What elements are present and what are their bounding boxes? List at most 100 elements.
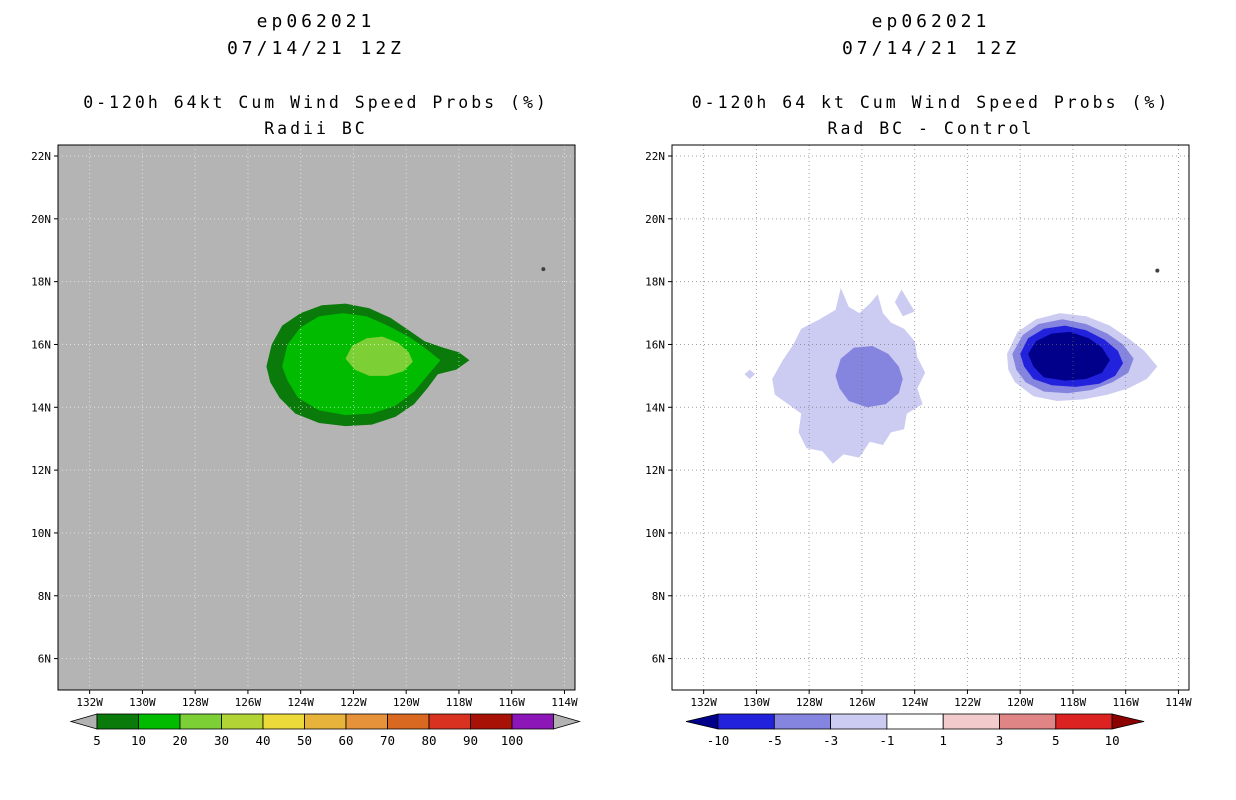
lon-tick-label: 132W <box>690 696 717 709</box>
colorbar-label: -1 <box>879 733 894 748</box>
colorbar-cell <box>942 713 1000 730</box>
lat-tick-label: 22N <box>31 150 51 163</box>
lat-tick-label: 16N <box>31 338 51 351</box>
island-marker <box>541 267 546 272</box>
lat-tick-label: 6N <box>652 653 665 666</box>
lon-tick-label: 126W <box>849 696 876 709</box>
lon-tick-label: 114W <box>1165 696 1192 709</box>
colorbar-label: 10 <box>1105 733 1120 748</box>
colorbar-label: 20 <box>172 733 187 748</box>
colorbar-label: 50 <box>297 733 312 748</box>
left-storm-id: ep062021 <box>256 11 376 32</box>
colorbar-label: 90 <box>463 733 478 748</box>
map-border <box>57 144 576 691</box>
colorbar-cell <box>1055 713 1113 730</box>
left-header-gap <box>36 62 596 90</box>
colorbar-label: 1 <box>939 733 947 748</box>
lat-tick-label: 20N <box>31 213 51 226</box>
right-header-gap <box>651 62 1211 90</box>
lon-tick-label: 130W <box>743 696 770 709</box>
colorbar-label: 3 <box>996 733 1004 748</box>
colorbar-cell <box>345 713 388 730</box>
lon-tick-label: 120W <box>393 696 420 709</box>
lat-tick-label: 22N <box>645 150 665 163</box>
lon-tick-label: 120W <box>1007 696 1034 709</box>
lat-tick-label: 18N <box>645 276 665 289</box>
right-panel-header: ep062021 07/14/21 12Z 0-120h 64 kt Cum W… <box>651 8 1211 142</box>
lon-tick-label: 122W <box>954 696 981 709</box>
probability-colorbar: 5 10 20 30 40 50 60 70 80 90 100 <box>69 713 581 748</box>
left-panel-header: ep062021 07/14/21 12Z 0-120h 64kt Cum Wi… <box>36 8 596 142</box>
colorbar-cell <box>262 713 305 730</box>
contour-region->=20% <box>345 336 413 376</box>
difference-colorbar: -10 -5 -3 -1 1 3 5 10 <box>685 713 1145 748</box>
contour-region-<=-1 <box>744 369 756 379</box>
colorbar-cell <box>470 713 513 730</box>
lat-tick-label: 8N <box>38 590 51 603</box>
lon-tick-label: 118W <box>1060 696 1087 709</box>
colorbar-cell <box>304 713 347 730</box>
map-border <box>671 144 1190 691</box>
lon-tick-label: 116W <box>1112 696 1139 709</box>
colorbar-cell <box>221 713 264 730</box>
left-init-datetime: 07/14/21 12Z <box>226 38 406 59</box>
lat-tick-label: 18N <box>31 276 51 289</box>
radii-bc-probability-map: 132W 130W 128W 126W 124W 122W 120W 118W 116W 114W… <box>31 144 578 709</box>
colorbar-cell <box>773 713 832 730</box>
lon-tick-label: 128W <box>182 696 209 709</box>
lat-tick-label: 16N <box>645 338 665 351</box>
colorbar-cell <box>999 713 1057 730</box>
lon-tick-label: 132W <box>76 696 103 709</box>
colorbar-cell <box>387 713 430 730</box>
colorbar-label: 70 <box>380 733 395 748</box>
lat-tick-label: 12N <box>31 464 51 477</box>
lon-tick-label: 118W <box>446 696 473 709</box>
lon-tick-label: 130W <box>129 696 156 709</box>
colorbar-arrow-right <box>553 713 581 730</box>
colorbar-label: 60 <box>338 733 353 748</box>
left-experiment-label: Radii BC <box>264 119 368 138</box>
colorbar-label: 5 <box>93 733 101 748</box>
colorbar-cell <box>511 713 554 730</box>
colorbar-label: 5 <box>1052 733 1060 748</box>
rad-bc-minus-control-difference-map: 132W 130W 128W 126W 124W 122W 120W 118W 116W 114W… <box>645 144 1192 709</box>
colorbar-arrow-left <box>69 713 98 730</box>
colorbar-label: -5 <box>767 733 782 748</box>
colorbar-cell <box>886 713 944 730</box>
map-background <box>672 145 1189 690</box>
lat-tick-label: 6N <box>38 653 51 666</box>
colorbar-arrow-left <box>685 713 719 730</box>
colorbar-label: 30 <box>214 733 229 748</box>
left-product-title: 0-120h 64kt Cum Wind Speed Probs (%) <box>83 93 549 112</box>
colorbar-label: -3 <box>823 733 838 748</box>
lat-tick-label: 14N <box>645 401 665 414</box>
lat-tick-label: 20N <box>645 213 665 226</box>
lon-tick-label: 124W <box>901 696 928 709</box>
right-storm-id: ep062021 <box>871 11 991 32</box>
lat-tick-label: 14N <box>31 401 51 414</box>
lat-tick-label: 12N <box>645 464 665 477</box>
colorbar-label: 40 <box>255 733 270 748</box>
lon-tick-label: 126W <box>235 696 262 709</box>
right-product-title: 0-120h 64 kt Cum Wind Speed Probs (%) <box>691 93 1171 112</box>
lon-tick-label: 128W <box>796 696 823 709</box>
colorbar-cell <box>428 713 471 730</box>
colorbar-arrow-right <box>1111 713 1145 730</box>
lon-tick-label: 124W <box>287 696 314 709</box>
colorbar-cell <box>717 713 775 730</box>
contour-region-<=-1 <box>894 289 915 317</box>
right-experiment-label: Rad BC - Control <box>827 119 1035 138</box>
colorbar-label: 80 <box>421 733 436 748</box>
colorbar-cell <box>138 713 181 730</box>
contour-region-<=-3 <box>835 346 903 408</box>
lon-tick-label: 114W <box>551 696 578 709</box>
lat-tick-label: 10N <box>645 527 665 540</box>
colorbar-label: -10 <box>707 733 730 748</box>
island-marker <box>1155 268 1160 273</box>
lat-tick-label: 10N <box>31 527 51 540</box>
lon-tick-label: 116W <box>498 696 525 709</box>
colorbar-cell <box>179 713 222 730</box>
lat-tick-label: 8N <box>652 590 665 603</box>
colorbar-cell <box>96 713 139 730</box>
